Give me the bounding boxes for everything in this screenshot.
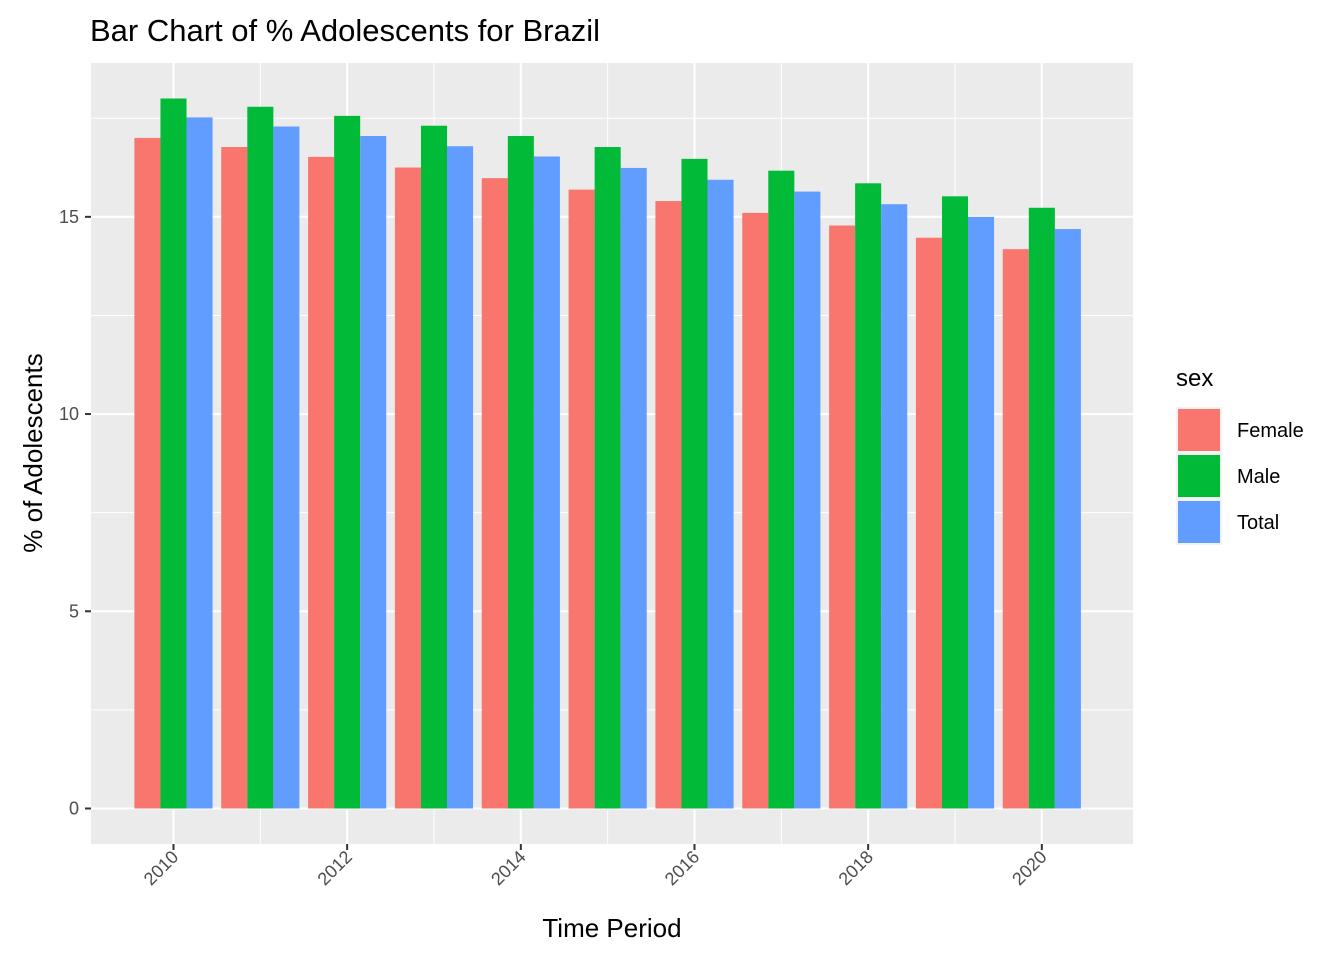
bar-female-2018: [829, 225, 856, 809]
y-tick-label: 10: [59, 404, 79, 424]
legend-swatch-female: [1178, 409, 1220, 451]
bar-male-2013: [420, 125, 448, 809]
y-tick-label: 0: [69, 799, 79, 819]
bar-male-2020: [1028, 207, 1055, 809]
bar-female-2016: [655, 201, 682, 809]
x-tick-label: 2016: [661, 847, 703, 889]
legend-swatch-total: [1178, 501, 1220, 543]
legend-items: Female Male Total: [1176, 407, 1304, 545]
bar-female-2017: [742, 212, 769, 809]
x-tick-label: 2010: [140, 847, 182, 889]
bar-male-2015: [594, 147, 621, 809]
bar-female-2020: [1002, 249, 1029, 809]
bar-female-2014: [481, 178, 508, 809]
bar-total-2018: [881, 204, 908, 809]
bar-total-2013: [447, 146, 474, 809]
y-tick-label: 15: [59, 207, 79, 227]
bar-total-2020: [1054, 229, 1081, 809]
bar-male-2019: [941, 196, 969, 809]
legend-label-male: Male: [1237, 466, 1280, 488]
chart-title: Bar Chart of % Adolescents for Brazil: [90, 13, 600, 48]
legend-title: sex: [1176, 365, 1213, 392]
bar-female-2015: [568, 189, 595, 809]
bar-female-2011: [221, 147, 248, 809]
bar-total-2017: [794, 191, 821, 809]
bar-male-2016: [681, 158, 708, 809]
bar-male-2014: [507, 135, 534, 809]
bar-total-2019: [968, 216, 995, 809]
bar-total-2011: [273, 126, 300, 809]
x-tick-label: 2018: [835, 847, 877, 889]
legend-label-total: Total: [1237, 512, 1279, 534]
y-tick-label: 5: [69, 601, 79, 621]
bar-total-2012: [360, 135, 387, 809]
x-tick-label: 2020: [1008, 847, 1050, 889]
x-tick-label: 2012: [314, 847, 356, 889]
bar-male-2012: [334, 115, 361, 809]
legend-swatch-male: [1178, 455, 1220, 497]
x-axis-title: Time Period: [542, 913, 681, 943]
bars: [134, 98, 1081, 809]
x-tick-label: 2014: [487, 847, 529, 889]
bar-female-2019: [915, 237, 942, 809]
bar-female-2012: [308, 156, 335, 809]
y-axis-title: % of Adolescents: [18, 353, 48, 552]
bar-female-2013: [394, 167, 421, 809]
bar-male-2011: [247, 106, 274, 809]
bar-male-2018: [855, 183, 882, 809]
bar-total-2016: [707, 179, 734, 809]
bar-total-2015: [620, 167, 647, 809]
bar-male-2017: [768, 170, 795, 809]
bar-female-2010: [134, 137, 161, 809]
legend-label-female: Female: [1237, 420, 1304, 442]
bar-total-2014: [533, 156, 560, 809]
bar-male-2010: [160, 98, 187, 809]
bar-total-2010: [186, 117, 213, 809]
legend: sex Female Male Total: [1176, 365, 1304, 545]
